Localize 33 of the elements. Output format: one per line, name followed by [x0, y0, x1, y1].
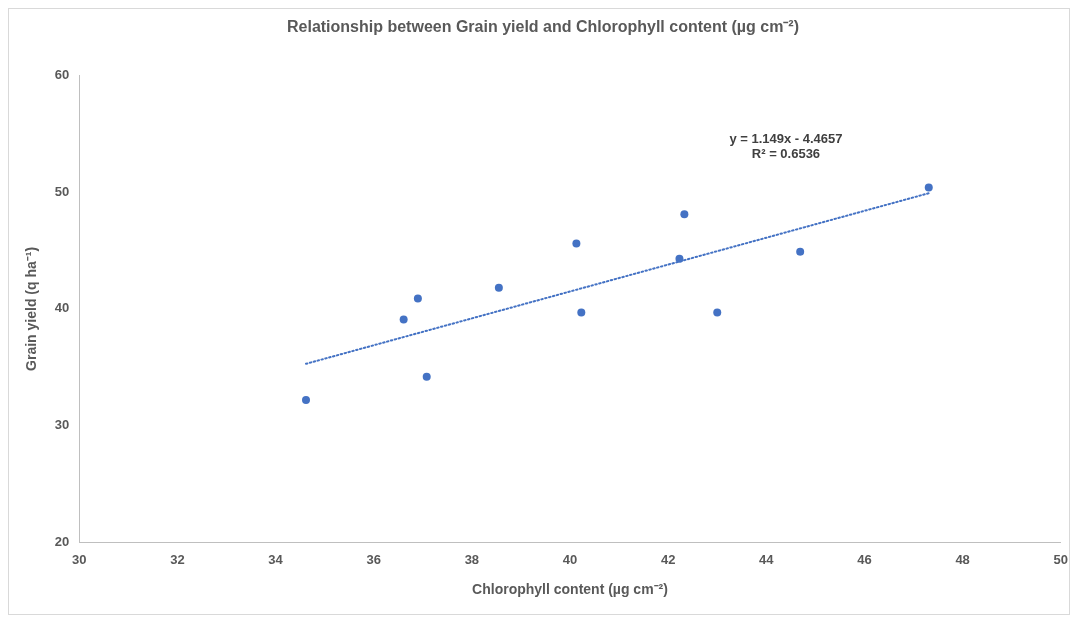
y-axis-title: Grain yield (q ha⁻¹) — [23, 246, 40, 371]
point — [301, 396, 310, 405]
y-tick-label: 60 — [54, 66, 70, 82]
x-tick-label: 44 — [759, 551, 775, 567]
point — [796, 247, 805, 256]
point — [572, 239, 581, 248]
annotation: R² = 0.6536 — [751, 145, 821, 161]
y-tick-label: 20 — [54, 534, 70, 550]
x-tick-label: 30 — [72, 551, 87, 567]
chart-title: Relationship between Grain yield and Chlorophyll content (µg cm⁻²) — [286, 18, 800, 36]
point — [675, 254, 684, 263]
y-tick-label: 30 — [54, 417, 70, 433]
x-tick-label: 38 — [464, 551, 480, 567]
point — [413, 294, 422, 303]
x-tick-label: 34 — [268, 551, 284, 567]
x-tick-label: 46 — [857, 551, 872, 567]
x-tick-label: 50 — [1053, 551, 1068, 567]
x-tick-label: 36 — [366, 551, 381, 567]
point — [680, 210, 689, 219]
y-tick-label: 50 — [54, 183, 70, 199]
x-axis-title: Chlorophyll content (µg cm⁻²) — [472, 581, 668, 598]
annotation: y = 1.149x - 4.4657 — [729, 130, 843, 146]
point — [577, 308, 586, 317]
y-tick-label: 40 — [54, 300, 70, 316]
point — [422, 372, 431, 381]
x-tick-label: 42 — [660, 551, 676, 567]
x-tick-label: 32 — [170, 551, 185, 567]
point — [713, 308, 722, 317]
x-tick-label: 48 — [955, 551, 970, 567]
x-tick-label: 40 — [562, 551, 578, 567]
point — [494, 283, 503, 292]
point — [399, 315, 408, 324]
point — [924, 183, 933, 192]
